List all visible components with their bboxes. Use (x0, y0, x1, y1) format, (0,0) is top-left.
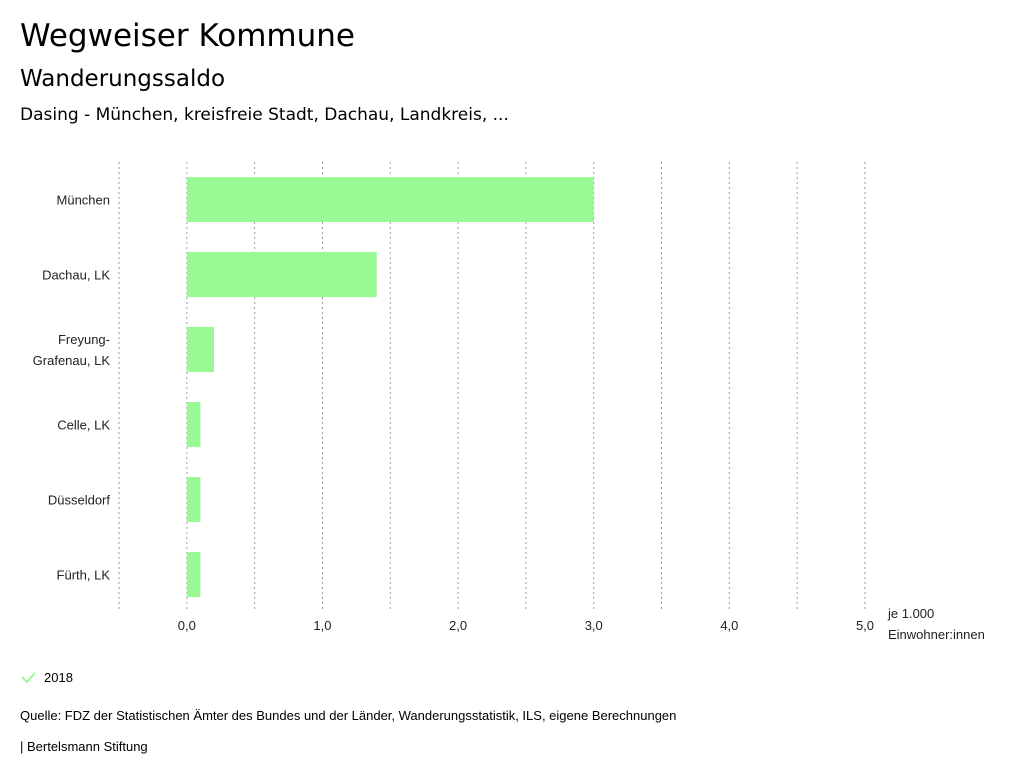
bar (186, 327, 214, 372)
chart-subtitle: Wanderungssaldo (20, 66, 226, 92)
page-title: Wegweiser Kommune (20, 18, 355, 54)
category-label: Dachau, LK (42, 268, 110, 283)
tick-label: 5,0 (856, 618, 874, 633)
bar (186, 177, 594, 222)
bar (186, 402, 201, 447)
category-label: Freyung-Grafenau, LK (33, 332, 111, 368)
legend[interactable]: 2018 (20, 668, 73, 686)
publisher-note: | Bertelsmann Stiftung (20, 739, 148, 754)
tick-label: 1,0 (313, 618, 331, 633)
category-label: Fürth, LK (57, 568, 111, 583)
bar (186, 552, 201, 597)
source-note: Quelle: FDZ der Statistischen Ämter des … (20, 708, 677, 723)
legend-label: 2018 (44, 669, 73, 685)
bar-chart: München Dachau, LK Freyung-Grafenau, LK Cel… (33, 162, 985, 642)
category-label: München (57, 193, 110, 208)
unit-label: Einwohner:innen (888, 627, 985, 642)
tick-label: 0,0 (178, 618, 196, 633)
category-label: Celle, LK (57, 418, 110, 433)
tick-label: 2,0 (449, 618, 467, 633)
tick-label: 3,0 (585, 618, 603, 633)
unit-label: je 1.000 (887, 606, 934, 621)
bar (186, 252, 377, 297)
tick-label: 4,0 (720, 618, 738, 633)
category-label: Düsseldorf (48, 493, 111, 508)
check-icon (21, 672, 36, 684)
bar (186, 477, 201, 522)
region-label: Dasing - München, kreisfreie Stadt, Dach… (20, 105, 509, 125)
